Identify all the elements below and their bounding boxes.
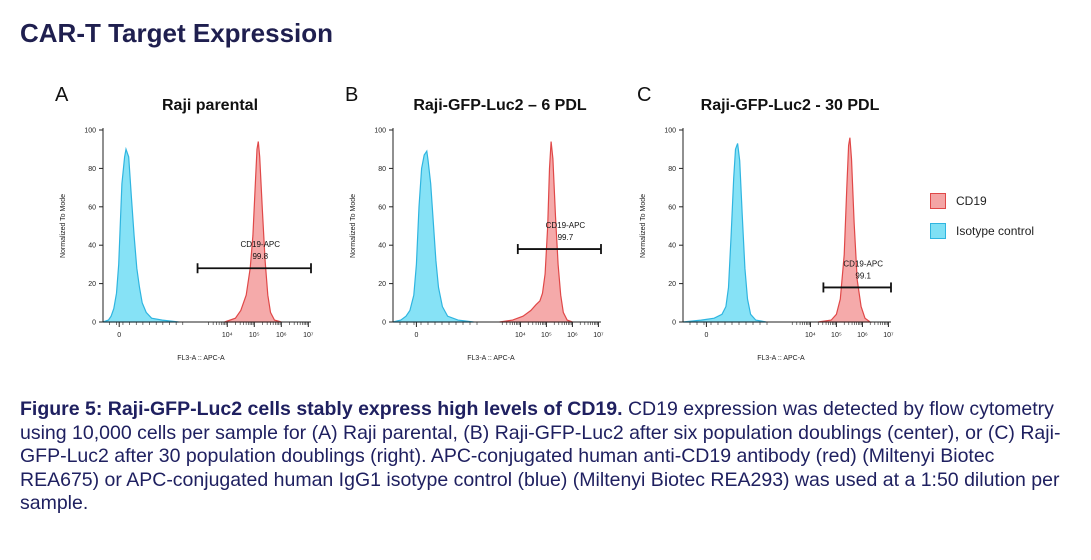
panel-title: Raji parental xyxy=(161,97,259,114)
cd19-histogram xyxy=(499,141,573,323)
x-axis-label: FL3-A :: APC-A xyxy=(467,355,515,362)
y-tick-label: 0 xyxy=(382,320,386,327)
y-tick-label: 60 xyxy=(378,204,386,211)
y-tick-label: 0 xyxy=(672,320,676,327)
x-axis-label: FL3-A :: APC-A xyxy=(757,355,805,362)
x-tick-label: 0 xyxy=(414,332,418,339)
panel-title: Raji-GFP-Luc2 - 30 PDL xyxy=(700,97,880,114)
x-tick-label: 10⁶ xyxy=(567,332,578,339)
x-tick-label: 10⁵ xyxy=(831,332,842,339)
x-tick-label: 10⁵ xyxy=(541,332,552,339)
isotype-histogram xyxy=(102,146,179,323)
legend-item-isotype: Isotype control xyxy=(930,216,1034,246)
x-axis-label: FL3-A :: APC-A xyxy=(177,355,225,362)
cd19-histogram xyxy=(818,137,873,323)
y-tick-label: 80 xyxy=(88,166,96,173)
y-axis-label: Normalized To Mode xyxy=(350,194,357,258)
y-tick-label: 0 xyxy=(92,320,96,327)
page-title: CAR-T Target Expression xyxy=(20,18,334,48)
y-tick-label: 40 xyxy=(88,243,96,250)
x-tick-label: 10⁴ xyxy=(222,332,233,339)
legend-item-cd19: CD19 xyxy=(930,186,1034,216)
y-tick-label: 40 xyxy=(378,243,386,250)
legend: CD19 Isotype control xyxy=(930,186,1034,246)
x-tick-label: 0 xyxy=(117,332,121,339)
caption-body: CD19 expression was detected by flow cyt… xyxy=(20,398,1061,514)
x-tick-label: 10⁶ xyxy=(276,332,287,339)
isotype-histogram xyxy=(682,143,767,323)
x-tick-label: 10⁵ xyxy=(249,332,260,339)
legend-label: Isotype control xyxy=(956,224,1035,238)
panel-letter: B xyxy=(345,84,359,106)
y-tick-label: 100 xyxy=(374,128,386,135)
x-tick-label: 10⁷ xyxy=(303,332,314,339)
y-tick-label: 40 xyxy=(668,243,676,250)
gate-value: 99.1 xyxy=(855,271,871,280)
caption-heading: Figure 5: Raji-GFP-Luc2 cells stably exp… xyxy=(20,398,623,420)
gate-label: CD19-APC xyxy=(843,259,883,268)
isotype-histogram xyxy=(392,149,474,323)
y-tick-label: 20 xyxy=(88,281,96,288)
y-tick-label: 100 xyxy=(664,128,676,135)
legend-swatch-cd19 xyxy=(930,193,946,209)
y-tick-label: 20 xyxy=(378,281,386,288)
panel-letter: A xyxy=(55,84,69,106)
y-axis-label: Normalized To Mode xyxy=(640,194,647,258)
y-axis-label: Normalized To Mode xyxy=(60,194,67,258)
x-tick-label: 10⁴ xyxy=(805,332,816,339)
y-tick-label: 60 xyxy=(668,204,676,211)
panel-title: Raji-GFP-Luc2 – 6 PDL xyxy=(413,97,587,114)
cd19-histogram xyxy=(224,141,282,323)
y-tick-label: 20 xyxy=(668,281,676,288)
x-tick-label: 10⁶ xyxy=(857,332,868,339)
figure-caption: Figure 5: Raji-GFP-Luc2 cells stably exp… xyxy=(20,398,1070,516)
x-tick-label: 10⁷ xyxy=(593,332,604,339)
gate-label: CD19-APC xyxy=(546,221,586,230)
gate-label: CD19-APC xyxy=(240,240,280,249)
x-tick-label: 10⁴ xyxy=(515,332,526,339)
panel-letter: C xyxy=(637,84,652,106)
y-tick-label: 80 xyxy=(668,166,676,173)
y-tick-label: 80 xyxy=(378,166,386,173)
x-tick-label: 0 xyxy=(704,332,708,339)
y-tick-label: 60 xyxy=(88,204,96,211)
gate-value: 99.7 xyxy=(558,233,574,242)
y-tick-label: 100 xyxy=(84,128,96,135)
x-tick-label: 10⁷ xyxy=(883,332,894,339)
legend-swatch-isotype xyxy=(930,223,946,239)
gate-value: 99.8 xyxy=(252,252,268,261)
legend-label: CD19 xyxy=(956,194,987,208)
